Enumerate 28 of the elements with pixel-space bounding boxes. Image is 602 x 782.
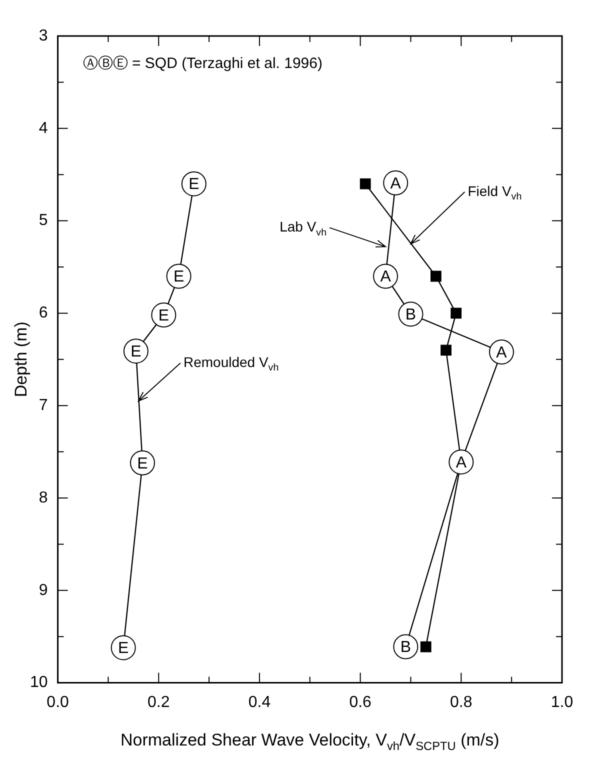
data-label: E [130,343,142,360]
x-tick-label: 0.0 [46,694,70,711]
data-label: B [400,639,412,656]
y-tick-label: 3 [38,27,48,44]
x-tick-label: 0.6 [349,694,372,711]
x-tick-label: 0.8 [450,694,472,711]
y-tick-label: 6 [38,304,48,322]
data-label: E [137,455,148,472]
data-label: B [405,306,416,324]
data-label: A [380,268,392,286]
y-tick-label: 4 [38,120,48,137]
y-tick-label: 7 [38,397,48,414]
x-tick-label: 1.0 [550,694,574,711]
y-axis-title: Depth (m) [12,322,31,398]
annotation: ⒶⒷⒺ = SQD (Terzaghi et al. 1996) [82,55,322,72]
data-label: A [390,175,402,192]
y-tick-label: 9 [38,582,48,599]
data-label: A [456,454,467,472]
y-tick-label: 5 [38,212,48,230]
data-label: E [173,268,184,286]
y-tick-label: 8 [38,489,48,506]
x-tick-label: 0.2 [148,694,170,711]
data-label: E [118,640,129,658]
data-label: E [158,307,170,324]
y-tick-label: 10 [30,674,48,692]
data-label: E [188,176,200,194]
data-label: A [496,344,508,362]
x-tick-label: 0.4 [248,694,271,711]
